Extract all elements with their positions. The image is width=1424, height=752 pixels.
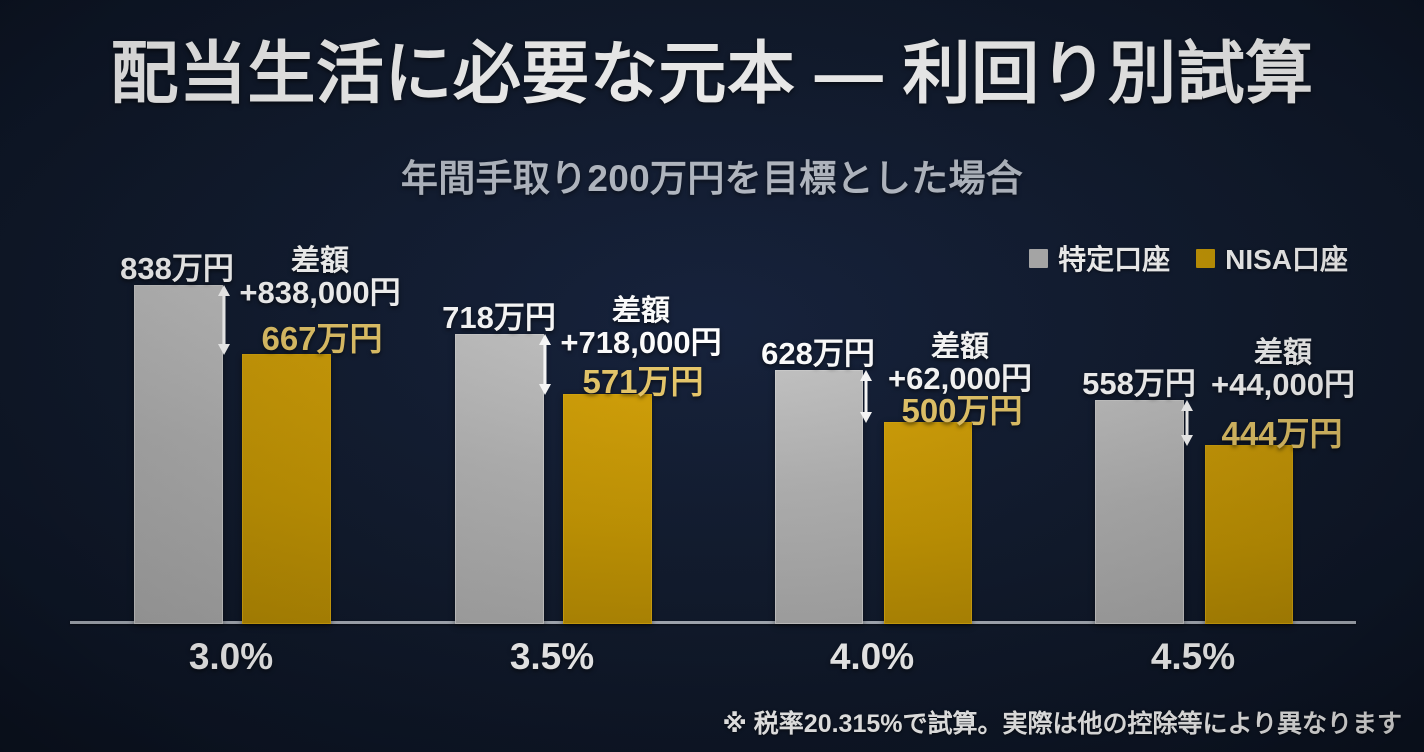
bar-nisa-2	[563, 394, 652, 624]
bar-nisa-1	[242, 354, 331, 624]
diff-caption-3: 差額	[930, 331, 989, 363]
diff-annotation-2: 差額 +718,000円	[543, 296, 739, 360]
diff-arrow-2	[539, 334, 551, 395]
legend-item-nisa: NISA口座	[1196, 238, 1348, 278]
bar-label-tokutei-1: 838万円	[120, 251, 234, 286]
bar-label-tokutei-2: 718万円	[442, 300, 556, 335]
legend-label-tokutei: 特定口座	[1058, 244, 1171, 275]
legend-swatch-icon-tokutei	[1029, 248, 1049, 268]
x-tick-label-1: 3.0%	[188, 636, 274, 677]
diff-amount-3: +62,000円	[888, 360, 1032, 396]
diff-annotation-1: 差額 +838,000円	[222, 246, 418, 310]
legend-label-nisa: NISA口座	[1225, 244, 1348, 275]
bar-tokutei-4	[1095, 400, 1184, 624]
legend-item-tokutei: 特定口座	[1029, 238, 1170, 278]
x-tick-label-3: 4.0%	[829, 636, 915, 677]
diff-annotation-4: 差額 +44,000円	[1185, 338, 1381, 402]
x-tick-label-2: 3.5%	[509, 636, 595, 677]
bar-label-nisa-3: 500万円	[901, 392, 1023, 429]
diff-annotation-3: 差額 +62,000円	[862, 332, 1058, 396]
bar-label-nisa-2: 571万円	[582, 363, 704, 400]
footnote-text: ※ 税率20.315%で試算。実際は他の控除等により異なります	[722, 710, 1402, 738]
bar-nisa-3	[884, 422, 972, 624]
x-tick-label-4: 4.5%	[1150, 636, 1236, 677]
diff-arrow-4	[1181, 400, 1193, 446]
diff-amount-4: +44,000円	[1211, 366, 1355, 402]
chart-legend: 特定口座 NISA口座	[1029, 238, 1348, 278]
diff-caption-4: 差額	[1253, 337, 1312, 369]
bar-tokutei-2	[455, 334, 544, 624]
diff-caption-1: 差額	[290, 245, 349, 277]
diff-arrow-3	[860, 370, 872, 423]
diff-amount-1: +838,000円	[239, 274, 401, 310]
x-axis-line	[70, 621, 1356, 624]
bar-label-tokutei-4: 558万円	[1082, 366, 1196, 401]
diff-amount-2: +718,000円	[560, 324, 722, 360]
page-subtitle: 年間手取り200万円を目標とした場合	[400, 158, 1024, 199]
page-title: 配当生活に必要な元本 ― 利回り別試算	[110, 36, 1314, 112]
bar-label-tokutei-3: 628万円	[761, 336, 875, 371]
bar-nisa-4	[1205, 445, 1293, 624]
diff-arrow-1	[218, 285, 230, 355]
bar-label-nisa-4: 444万円	[1221, 415, 1343, 452]
legend-swatch-icon-nisa	[1196, 248, 1216, 268]
diff-caption-2: 差額	[611, 295, 670, 327]
bar-tokutei-3	[775, 370, 863, 624]
bar-tokutei-1	[134, 285, 223, 624]
bar-label-nisa-1: 667万円	[261, 320, 383, 357]
